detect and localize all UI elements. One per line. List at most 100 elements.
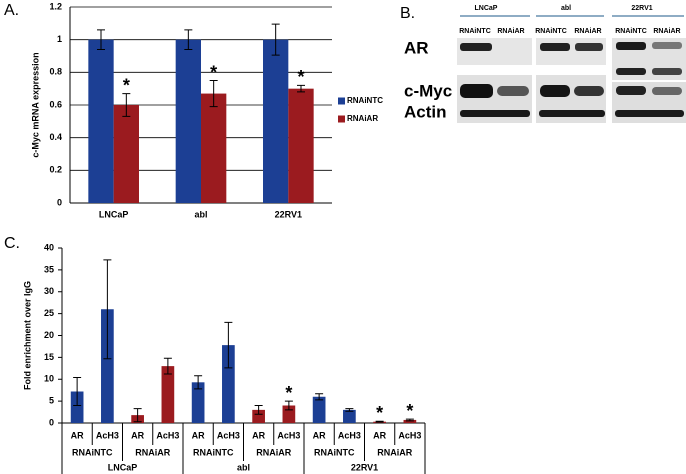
y-tick-label: 0 bbox=[57, 197, 62, 207]
band bbox=[575, 43, 603, 51]
lane-label: RNAiNTC bbox=[615, 28, 647, 35]
bar bbox=[288, 88, 314, 203]
x-tick-label: AcH3 bbox=[277, 430, 300, 440]
bar bbox=[101, 309, 114, 423]
subgroup-label: RNAiAR bbox=[377, 447, 412, 457]
subgroup-label: RNAiNTC bbox=[314, 447, 355, 457]
bar bbox=[252, 409, 265, 423]
y-axis-label: c-Myc mRNA expression bbox=[30, 52, 40, 157]
band bbox=[615, 110, 684, 117]
bar bbox=[161, 366, 175, 423]
lane-label: RNAiAR bbox=[497, 28, 524, 35]
x-tick-label: LNCaP bbox=[99, 209, 129, 219]
significance-marker: * bbox=[210, 62, 217, 82]
row-label: c-Myc bbox=[404, 81, 452, 100]
legend-swatch bbox=[338, 115, 345, 123]
error-bar bbox=[133, 408, 142, 423]
y-tick-label: 10 bbox=[44, 374, 54, 384]
y-axis-label: Fold enrichment over IgG bbox=[22, 281, 32, 390]
y-tick-label: 40 bbox=[44, 242, 54, 252]
band bbox=[460, 110, 530, 117]
bar bbox=[201, 93, 227, 203]
western-blot: B. LNCaP abl 22RV1 RNAiNTC RNAiAR RNAiNT… bbox=[400, 5, 686, 123]
bar bbox=[222, 345, 235, 423]
y-tick-label: 1.2 bbox=[49, 1, 62, 11]
x-tick-label: AcH3 bbox=[96, 430, 119, 440]
panel-label: C. bbox=[4, 235, 20, 252]
legend-label: RNAiAR bbox=[347, 114, 378, 123]
y-tick-label: 20 bbox=[44, 330, 54, 340]
x-tick-label: AR bbox=[313, 430, 326, 440]
y-tick-label: 0.6 bbox=[49, 99, 62, 109]
bar bbox=[191, 382, 205, 423]
band bbox=[616, 42, 646, 50]
error-bar bbox=[296, 84, 305, 93]
group-label: abl bbox=[237, 462, 250, 472]
error-bar bbox=[73, 377, 82, 406]
y-tick-label: 0 bbox=[49, 417, 54, 427]
error-bar bbox=[271, 23, 280, 56]
x-tick-label: AcH3 bbox=[156, 430, 179, 440]
band bbox=[460, 43, 492, 51]
y-tick-label: 15 bbox=[44, 352, 54, 362]
subgroup-label: RNAiNTC bbox=[72, 447, 113, 457]
band bbox=[460, 84, 493, 98]
panel-label: B. bbox=[400, 5, 415, 22]
cell-line-label: abl bbox=[561, 5, 571, 12]
x-tick-label: AcH3 bbox=[338, 430, 361, 440]
error-bar bbox=[224, 321, 233, 369]
x-tick-label: AR bbox=[131, 430, 144, 440]
subgroup-label: RNAiNTC bbox=[193, 447, 234, 457]
error-bar bbox=[405, 418, 414, 422]
band bbox=[616, 86, 646, 95]
significance-marker: * bbox=[123, 75, 130, 95]
bar bbox=[343, 409, 356, 423]
error-bar bbox=[209, 80, 218, 108]
significance-marker: * bbox=[285, 383, 292, 403]
error-bar bbox=[103, 259, 112, 360]
x-tick-label: abl bbox=[194, 209, 207, 219]
row-label: Actin bbox=[404, 102, 447, 121]
y-tick-label: 25 bbox=[44, 308, 54, 318]
y-tick-label: 5 bbox=[49, 396, 54, 406]
significance-marker: * bbox=[297, 67, 304, 87]
x-tick-label: AR bbox=[373, 430, 386, 440]
error-bar bbox=[254, 405, 263, 415]
lane-label: RNAiAR bbox=[574, 28, 601, 35]
error-bar bbox=[315, 393, 324, 401]
blot-strip bbox=[457, 38, 532, 65]
error-bar bbox=[184, 29, 193, 50]
bar bbox=[70, 391, 84, 423]
band bbox=[652, 68, 682, 75]
band bbox=[574, 86, 604, 96]
x-tick-label: AR bbox=[192, 430, 205, 440]
x-tick-label: AcH3 bbox=[398, 430, 421, 440]
significance-marker: * bbox=[406, 401, 413, 421]
y-tick-label: 0.4 bbox=[49, 132, 62, 142]
bar bbox=[312, 396, 326, 423]
band bbox=[616, 68, 646, 75]
error-bar bbox=[194, 375, 203, 390]
cell-line-label: LNCaP bbox=[475, 5, 498, 12]
blot-strip bbox=[536, 38, 606, 65]
x-tick-label: 22RV1 bbox=[275, 209, 302, 219]
group-label: 22RV1 bbox=[351, 462, 378, 472]
band bbox=[652, 87, 682, 95]
lane-label: RNAiNTC bbox=[535, 28, 567, 35]
y-tick-label: 0.8 bbox=[49, 67, 62, 77]
panel-label: A. bbox=[4, 2, 19, 19]
group-label: LNCaP bbox=[108, 462, 138, 472]
band bbox=[652, 42, 682, 49]
y-tick-label: 1 bbox=[57, 34, 62, 44]
significance-marker: * bbox=[376, 403, 383, 423]
bar bbox=[113, 105, 139, 203]
band bbox=[540, 43, 570, 51]
y-tick-label: 35 bbox=[44, 264, 54, 274]
y-tick-label: 30 bbox=[44, 286, 54, 296]
x-tick-label: AR bbox=[252, 430, 265, 440]
error-bar bbox=[375, 420, 384, 423]
error-bar bbox=[345, 408, 354, 412]
band bbox=[540, 85, 570, 97]
